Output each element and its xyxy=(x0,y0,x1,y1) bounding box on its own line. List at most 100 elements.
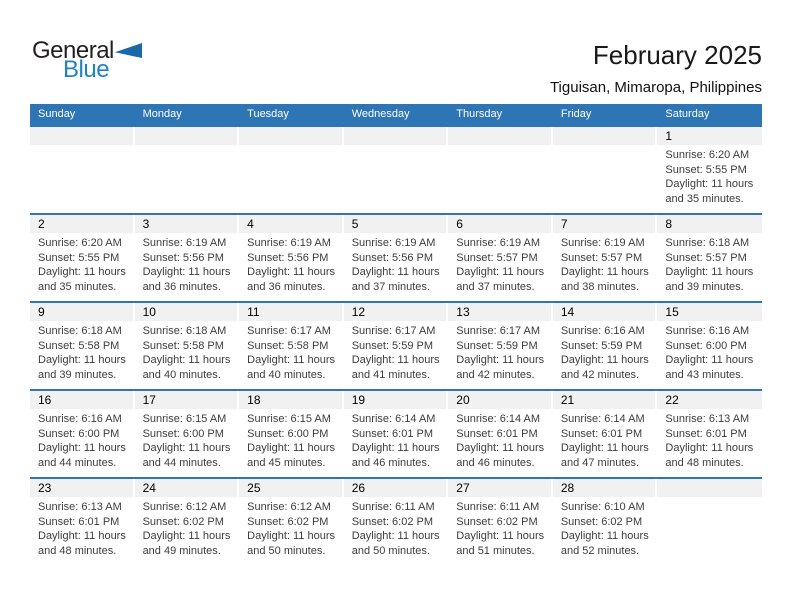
day-info: Sunrise: 6:16 AM Sunset: 6:00 PM Daylight:… xyxy=(30,409,135,470)
day-number-band: 23 xyxy=(30,479,135,497)
sunrise-text: Sunrise: 6:17 AM xyxy=(351,325,436,337)
sunrise-text: Sunrise: 6:16 AM xyxy=(38,413,122,425)
daylight-text-cont: and 52 minutes. xyxy=(560,544,640,557)
daylight-text: Daylight: 11 hours xyxy=(142,354,231,366)
day-cell: 17 Sunrise: 6:15 AM Sunset: 6:00 PM Dayligh… xyxy=(134,391,240,477)
sunrise-text: Sunrise: 6:18 AM xyxy=(142,325,227,337)
day-info: Sunrise: 6:17 AM Sunset: 5:59 PM Daylight:… xyxy=(448,321,553,382)
daylight-text: Daylight: 11 hours xyxy=(351,530,440,542)
day-number-band: 5 xyxy=(343,215,449,233)
day-number-band: 22 xyxy=(657,391,762,409)
day-info: Sunrise: 6:17 AM Sunset: 5:58 PM Daylight:… xyxy=(239,321,344,382)
daylight-text-cont: and 44 minutes. xyxy=(142,456,221,469)
sunrise-text: Sunrise: 6:18 AM xyxy=(665,237,750,249)
day-cell: 1 Sunrise: 6:20 AM Sunset: 5:55 PM Daylight… xyxy=(657,127,762,213)
day-cell: 24 Sunrise: 6:12 AM Sunset: 6:02 PM Dayligh… xyxy=(134,479,240,565)
day-info: Sunrise: 6:19 AM Sunset: 5:56 PM Daylight:… xyxy=(239,233,344,294)
sunset-text: Sunset: 5:56 PM xyxy=(142,251,224,264)
sunset-text: Sunset: 5:58 PM xyxy=(142,339,224,352)
daylight-text-cont: and 50 minutes. xyxy=(247,544,326,557)
sunrise-text: Sunrise: 6:20 AM xyxy=(665,149,750,161)
day-number-band: 16 xyxy=(30,391,135,409)
daylight-text: Daylight: 11 hours xyxy=(142,442,231,454)
daylight-text-cont: and 40 minutes. xyxy=(142,368,221,381)
daylight-text: Daylight: 11 hours xyxy=(560,442,649,454)
day-number-band xyxy=(134,127,240,145)
sunrise-text: Sunrise: 6:10 AM xyxy=(560,501,645,513)
sunset-text: Sunset: 5:57 PM xyxy=(560,251,643,264)
day-cell: 28 Sunrise: 6:10 AM Sunset: 6:02 PM Dayligh… xyxy=(552,479,658,565)
day-number-band: 17 xyxy=(134,391,240,409)
day-number-band: 19 xyxy=(343,391,449,409)
week-row: 16 Sunrise: 6:16 AM Sunset: 6:00 PM Dayligh… xyxy=(30,389,762,477)
day-number-band: 3 xyxy=(134,215,240,233)
day-info: Sunrise: 6:20 AM Sunset: 5:55 PM Daylight:… xyxy=(30,233,135,294)
day-cell: 21 Sunrise: 6:14 AM Sunset: 6:01 PM Dayligh… xyxy=(552,391,658,477)
daylight-text: Daylight: 11 hours xyxy=(247,530,335,542)
empty-day-cell xyxy=(134,127,240,213)
day-number-band xyxy=(657,479,762,497)
daylight-text-cont: and 35 minutes. xyxy=(38,280,117,293)
sunrise-text: Sunrise: 6:14 AM xyxy=(456,413,541,425)
daylight-text: Daylight: 11 hours xyxy=(456,530,545,542)
daylight-text: Daylight: 11 hours xyxy=(456,266,545,278)
day-number: 9 xyxy=(38,305,45,319)
sunset-text: Sunset: 5:59 PM xyxy=(560,339,643,352)
day-cell: 25 Sunrise: 6:12 AM Sunset: 6:02 PM Dayligh… xyxy=(239,479,344,565)
day-number-band: 14 xyxy=(552,303,658,321)
day-number: 19 xyxy=(351,393,366,407)
sunrise-text: Sunrise: 6:19 AM xyxy=(142,237,227,249)
day-info: Sunrise: 6:16 AM Sunset: 6:00 PM Daylight:… xyxy=(657,321,762,382)
day-info: Sunrise: 6:17 AM Sunset: 5:59 PM Daylight:… xyxy=(344,321,449,382)
day-info: Sunrise: 6:19 AM Sunset: 5:56 PM Daylight:… xyxy=(344,233,449,294)
day-number: 10 xyxy=(142,305,156,319)
day-number: 16 xyxy=(38,393,52,407)
day-number-band: 1 xyxy=(657,127,762,145)
sunset-text: Sunset: 6:02 PM xyxy=(142,515,224,528)
daylight-text-cont: and 51 minutes. xyxy=(456,544,535,557)
sunrise-text: Sunrise: 6:14 AM xyxy=(351,413,436,425)
weekday-sunday: Sunday xyxy=(38,108,76,120)
day-number-band: 12 xyxy=(343,303,449,321)
sunset-text: Sunset: 6:02 PM xyxy=(351,515,434,528)
day-number-band xyxy=(448,127,553,145)
sunrise-text: Sunrise: 6:11 AM xyxy=(351,501,435,513)
daylight-text-cont: and 42 minutes. xyxy=(560,368,640,381)
day-number: 1 xyxy=(665,129,673,143)
daylight-text: Daylight: 11 hours xyxy=(142,266,231,278)
sunrise-text: Sunrise: 6:19 AM xyxy=(456,237,541,249)
empty-day-cell xyxy=(552,127,658,213)
sunset-text: Sunset: 6:02 PM xyxy=(456,515,538,528)
day-number-band: 8 xyxy=(657,215,762,233)
day-number: 2 xyxy=(38,217,45,231)
sunrise-text: Sunrise: 6:19 AM xyxy=(351,237,436,249)
sunset-text: Sunset: 5:58 PM xyxy=(38,339,120,352)
weekday-friday: Friday xyxy=(560,108,592,120)
sunrise-text: Sunrise: 6:17 AM xyxy=(456,325,541,337)
week-row: 23 Sunrise: 6:13 AM Sunset: 6:01 PM Dayligh… xyxy=(30,477,762,565)
day-number-band: 28 xyxy=(552,479,658,497)
daylight-text: Daylight: 11 hours xyxy=(560,266,649,278)
day-info: Sunrise: 6:14 AM Sunset: 6:01 PM Daylight:… xyxy=(448,409,553,470)
daylight-text-cont: and 38 minutes. xyxy=(560,280,640,293)
daylight-text: Daylight: 11 hours xyxy=(142,530,231,542)
day-info: Sunrise: 6:11 AM Sunset: 6:02 PM Daylight:… xyxy=(344,497,449,558)
daylight-text-cont: and 49 minutes. xyxy=(142,544,221,557)
daylight-text: Daylight: 11 hours xyxy=(38,354,126,366)
day-info: Sunrise: 6:15 AM Sunset: 6:00 PM Daylight:… xyxy=(135,409,240,470)
weekday-tuesday: Tuesday xyxy=(247,108,289,120)
sunrise-text: Sunrise: 6:12 AM xyxy=(247,501,331,513)
day-number: 11 xyxy=(247,305,260,319)
sunrise-text: Sunrise: 6:11 AM xyxy=(456,501,540,513)
day-number-band xyxy=(30,127,135,145)
day-number-band: 9 xyxy=(30,303,135,321)
day-number: 22 xyxy=(665,393,679,407)
day-cell: 9 Sunrise: 6:18 AM Sunset: 5:58 PM Daylight… xyxy=(30,303,135,389)
day-number: 13 xyxy=(456,305,470,319)
sunset-text: Sunset: 6:00 PM xyxy=(247,427,329,440)
daylight-text-cont: and 39 minutes. xyxy=(665,280,744,293)
daylight-text: Daylight: 11 hours xyxy=(247,442,335,454)
day-cell: 7 Sunrise: 6:19 AM Sunset: 5:57 PM Daylight… xyxy=(552,215,658,301)
day-number-band: 11 xyxy=(239,303,344,321)
day-cell: 15 Sunrise: 6:16 AM Sunset: 6:00 PM Dayligh… xyxy=(657,303,762,389)
